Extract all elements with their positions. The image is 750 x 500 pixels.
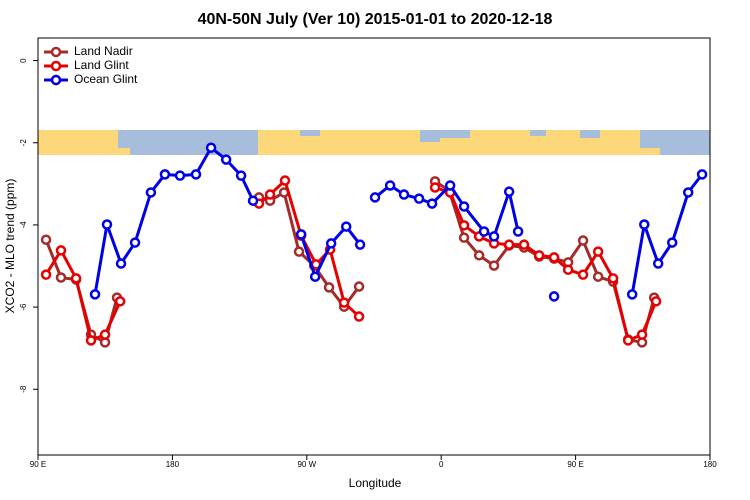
legend-marker (50, 60, 62, 72)
point (40, 234, 52, 245)
point (696, 169, 708, 180)
point (592, 271, 604, 282)
point (548, 291, 560, 302)
point (279, 175, 291, 186)
y-tick-label: 0 (19, 58, 28, 63)
point (174, 170, 186, 181)
point (518, 239, 530, 250)
point (85, 335, 97, 346)
point (473, 250, 485, 261)
x-tick-label: 90 W (297, 460, 316, 469)
point (444, 180, 456, 191)
y-tick-label: -8 (19, 385, 28, 393)
point (503, 239, 515, 250)
point (458, 201, 470, 212)
x-tick-label: 90 E (30, 460, 46, 469)
point (129, 237, 141, 248)
point (562, 264, 574, 275)
point (264, 189, 276, 200)
point (89, 289, 101, 300)
point (548, 252, 560, 263)
x-tick-label: 0 (439, 460, 444, 469)
legend-marker (50, 46, 62, 58)
point (55, 245, 67, 256)
point (235, 170, 247, 181)
plot-frame (37, 37, 711, 456)
point (652, 258, 664, 269)
point (353, 311, 365, 322)
point (115, 258, 127, 269)
point (488, 231, 500, 242)
point (413, 193, 425, 204)
y-tick-label: -2 (19, 139, 28, 147)
point (577, 269, 589, 280)
x-tick-label: 90 E (567, 460, 583, 469)
point (488, 260, 500, 271)
point (55, 272, 67, 283)
chart-title: 40N-50N July (Ver 10) 2015-01-01 to 2020… (198, 11, 553, 28)
point (458, 220, 470, 231)
point (666, 237, 678, 248)
point (293, 246, 305, 257)
legend-label: Land Glint (74, 58, 129, 72)
point (426, 198, 438, 209)
point (99, 329, 111, 340)
point (325, 238, 337, 249)
point (478, 226, 490, 237)
point (626, 289, 638, 300)
y-tick-label: -6 (19, 303, 28, 311)
point (512, 226, 524, 237)
point (639, 219, 650, 230)
point (247, 195, 259, 206)
point (354, 239, 366, 250)
point (114, 296, 126, 307)
point (145, 187, 157, 198)
legend-label: Ocean Glint (74, 72, 138, 86)
point (190, 169, 202, 180)
point (592, 246, 604, 257)
x-tick-label: 180 (703, 460, 717, 469)
point (220, 154, 232, 165)
point (353, 281, 365, 292)
point (533, 250, 545, 261)
point (398, 189, 410, 200)
point (429, 182, 441, 193)
point (101, 219, 113, 230)
point (636, 329, 648, 340)
point (384, 180, 396, 191)
map-strip (38, 130, 710, 155)
x-axis-label: Longitude (349, 476, 402, 490)
y-axis-label: XCO2 - MLO trend (ppm) (3, 179, 17, 314)
point (295, 229, 307, 240)
legend-marker (50, 74, 62, 86)
point (458, 232, 470, 243)
point (607, 273, 619, 284)
point (70, 273, 82, 284)
point (682, 187, 694, 198)
point (622, 335, 634, 346)
x-tick-label: 180 (166, 460, 180, 469)
y-tick-label: -4 (19, 221, 28, 229)
point (338, 297, 350, 308)
point (503, 186, 515, 197)
point (340, 221, 352, 232)
point (323, 282, 335, 293)
point (205, 142, 217, 153)
point (309, 271, 321, 282)
point (577, 235, 589, 246)
point (369, 192, 381, 203)
legend-label: Land Nadir (74, 44, 133, 58)
point (159, 169, 171, 180)
point (40, 269, 52, 280)
point (650, 296, 662, 307)
